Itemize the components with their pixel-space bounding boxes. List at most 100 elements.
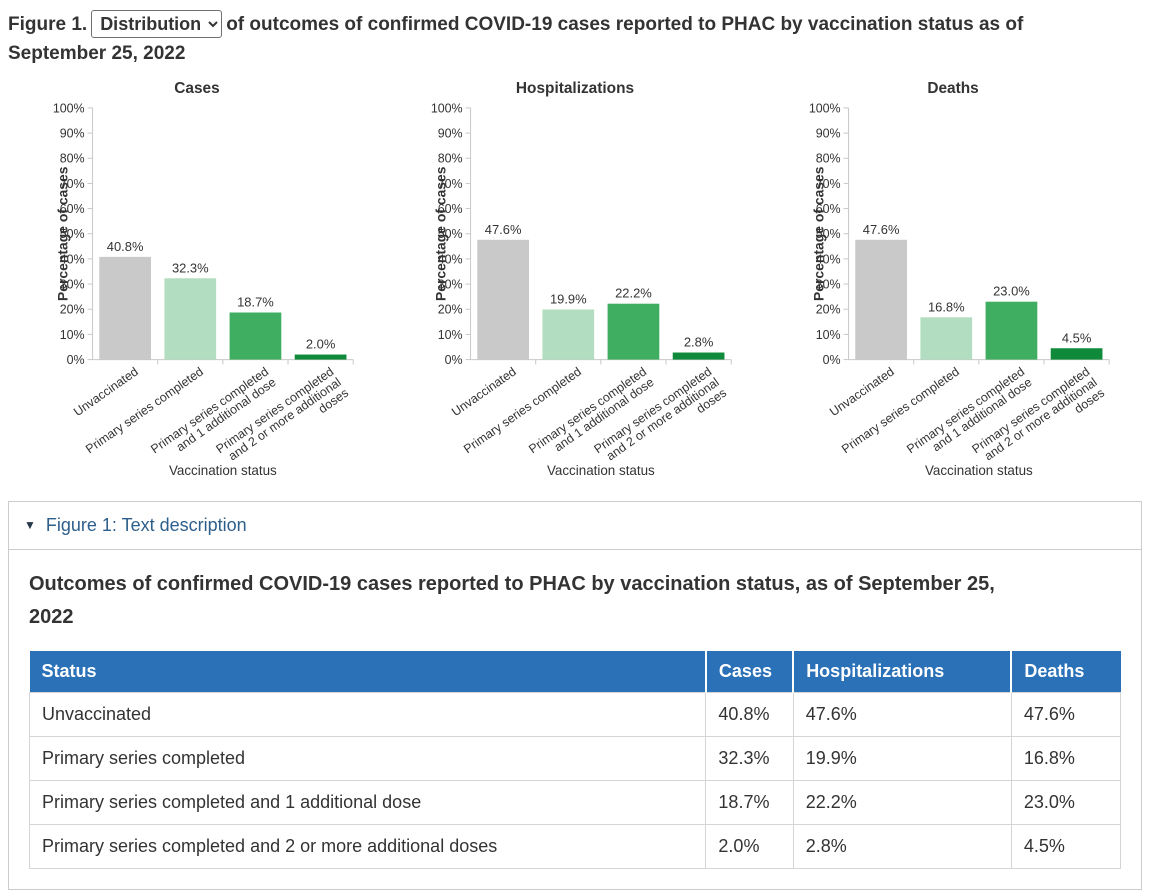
column-header-cases: Cases — [704, 650, 794, 693]
cell-cases: 2.0% — [705, 823, 794, 869]
table-row: Primary series completed and 1 additiona… — [28, 779, 1122, 825]
svg-text:20%: 20% — [438, 303, 463, 317]
cell-deaths: 4.5% — [1010, 823, 1122, 869]
svg-text:16.8%: 16.8% — [928, 299, 965, 314]
text-description-content: Outcomes of confirmed COVID-19 cases rep… — [9, 550, 1141, 889]
bar-hospitalizations-1[interactable] — [542, 309, 595, 360]
x-tick-label: Primary series completedand 2 or more ad… — [213, 364, 351, 477]
svg-text:70%: 70% — [60, 177, 85, 191]
svg-text:100%: 100% — [53, 101, 85, 115]
svg-text:0%: 0% — [823, 353, 841, 367]
table-header-row: Status Cases Hospitalizations Deaths — [29, 650, 1121, 693]
svg-text:10%: 10% — [60, 328, 85, 342]
column-header-hospitalizations: Hospitalizations — [792, 650, 1012, 693]
cell-cases: 18.7% — [705, 779, 794, 825]
figure-title-text: of outcomes of confirmed COVID-19 cases … — [8, 14, 1024, 65]
charts-row: Cases Percentage of cases 0% 10% 20% 30% 40% 50… — [8, 75, 1142, 483]
figure-metric-dropdown[interactable]: Distribution — [91, 10, 223, 38]
bar-hospitalizations-0[interactable] — [477, 239, 529, 360]
bar-cases-2[interactable] — [229, 312, 282, 360]
column-header-status: Status — [29, 650, 706, 693]
svg-text:Vaccination status: Vaccination status — [547, 463, 655, 478]
cell-deaths: 23.0% — [1010, 779, 1122, 825]
bar-hospitalizations-2[interactable] — [607, 303, 660, 360]
svg-text:0%: 0% — [445, 353, 463, 367]
svg-text:30%: 30% — [438, 277, 463, 291]
figure-title: Figure 1. Distribution of outcomes of conf… — [8, 10, 1083, 69]
cell-status: Primary series completed and 1 additiona… — [28, 779, 707, 825]
svg-text:22.2%: 22.2% — [615, 286, 652, 301]
text-description-label: Figure 1: Text description — [45, 514, 247, 535]
bar-cases-3[interactable] — [294, 354, 347, 360]
cell-status: Unvaccinated — [28, 691, 707, 737]
svg-text:40%: 40% — [438, 252, 463, 266]
svg-text:70%: 70% — [438, 177, 463, 191]
bar-deaths-3[interactable] — [1050, 348, 1103, 360]
svg-text:40%: 40% — [816, 252, 841, 266]
svg-text:70%: 70% — [816, 177, 841, 191]
svg-text:Hospitalizations: Hospitalizations — [516, 80, 634, 97]
svg-text:19.9%: 19.9% — [550, 291, 587, 306]
svg-text:32.3%: 32.3% — [172, 260, 209, 275]
cell-hospitalizations: 2.8% — [792, 823, 1012, 869]
svg-text:47.6%: 47.6% — [863, 222, 900, 237]
bar-deaths-0[interactable] — [855, 239, 907, 360]
svg-text:23.0%: 23.0% — [993, 284, 1030, 299]
svg-text:Percentage of cases: Percentage of cases — [433, 166, 449, 301]
text-description-toggle[interactable]: ▼ Figure 1: Text description — [9, 501, 1141, 550]
svg-text:0%: 0% — [67, 353, 85, 367]
cell-hospitalizations: 19.9% — [792, 735, 1012, 781]
svg-text:2.8%: 2.8% — [684, 334, 714, 349]
svg-text:40%: 40% — [60, 252, 85, 266]
svg-text:10%: 10% — [438, 328, 463, 342]
bar-hospitalizations-3[interactable] — [672, 352, 725, 360]
svg-text:18.7%: 18.7% — [237, 294, 274, 309]
cell-status: Primary series completed — [28, 735, 707, 781]
collapse-triangle-icon: ▼ — [24, 518, 36, 533]
svg-text:90%: 90% — [438, 126, 463, 140]
cell-status: Primary series completed and 2 or more a… — [28, 823, 707, 869]
svg-text:60%: 60% — [816, 202, 841, 216]
svg-text:50%: 50% — [438, 227, 463, 241]
svg-text:90%: 90% — [816, 126, 841, 140]
cell-deaths: 16.8% — [1010, 735, 1122, 781]
table-row: Primary series completed 32.3% 19.9% 16.8% — [28, 735, 1122, 781]
svg-text:20%: 20% — [60, 303, 85, 317]
chart-deaths: Deaths Percentage of cases 0% 10% 20% 30% 40% 5… — [809, 80, 1110, 478]
table-heading: Outcomes of confirmed COVID-19 cases rep… — [29, 572, 995, 628]
bar-cases-0[interactable] — [99, 256, 151, 360]
x-tick-label: Primary series completedand 2 or more ad… — [969, 364, 1107, 477]
chart-hospitalizations: Hospitalizations Percentage of cases 0% 10%… — [431, 80, 732, 478]
cell-cases: 40.8% — [705, 691, 794, 737]
svg-text:Vaccination status: Vaccination status — [925, 463, 1033, 478]
svg-text:60%: 60% — [60, 202, 85, 216]
svg-text:20%: 20% — [816, 303, 841, 317]
svg-text:40.8%: 40.8% — [107, 239, 144, 254]
svg-text:80%: 80% — [438, 152, 463, 166]
bar-deaths-2[interactable] — [985, 301, 1038, 360]
svg-text:Deaths: Deaths — [927, 80, 978, 97]
chart-cases: Cases Percentage of cases 0% 10% 20% 30% 40% 50… — [53, 80, 354, 478]
figure-label: Figure 1. — [8, 14, 88, 35]
cell-hospitalizations: 47.6% — [792, 691, 1012, 737]
svg-text:80%: 80% — [816, 152, 841, 166]
cell-deaths: 47.6% — [1010, 691, 1122, 737]
bar-deaths-1[interactable] — [920, 317, 973, 360]
svg-text:100%: 100% — [431, 101, 463, 115]
svg-text:47.6%: 47.6% — [485, 222, 522, 237]
svg-text:10%: 10% — [816, 328, 841, 342]
table-row: Primary series completed and 2 or more a… — [28, 823, 1122, 869]
svg-text:50%: 50% — [60, 227, 85, 241]
cell-cases: 32.3% — [705, 735, 794, 781]
text-description-panel: ▼ Figure 1: Text description Outcomes of… — [8, 500, 1142, 890]
svg-text:100%: 100% — [809, 101, 841, 115]
svg-text:2.0%: 2.0% — [306, 336, 336, 351]
svg-text:50%: 50% — [816, 227, 841, 241]
svg-text:30%: 30% — [60, 277, 85, 291]
svg-text:30%: 30% — [816, 277, 841, 291]
cell-hospitalizations: 22.2% — [792, 779, 1012, 825]
column-header-deaths: Deaths — [1010, 650, 1121, 693]
bar-cases-1[interactable] — [164, 278, 217, 360]
svg-text:80%: 80% — [60, 152, 85, 166]
